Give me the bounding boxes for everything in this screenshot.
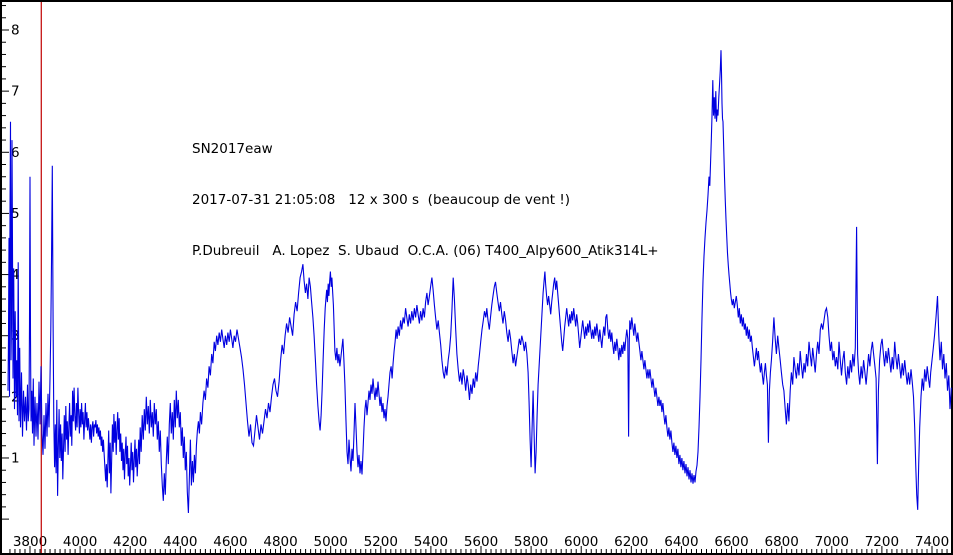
- x-axis-tick-label: 6600: [714, 534, 748, 550]
- y-axis-tick-label: 1: [11, 450, 20, 466]
- annotation-observers-equipment: P.Dubreuil A. Lopez S. Ubaud O.C.A. (06)…: [192, 243, 659, 259]
- x-axis-tick-label: 7200: [865, 534, 899, 550]
- x-axis-tick-label: 7400: [915, 534, 949, 550]
- annotation-target-name: SN2017eaw: [192, 141, 273, 157]
- x-axis-tick-label: 4400: [163, 534, 197, 550]
- y-axis-tick-label: 8: [11, 23, 20, 39]
- y-axis-tick-label: 2: [11, 389, 20, 405]
- x-axis-tick-label: 5200: [364, 534, 398, 550]
- annotation-date-exposure: 2017-07-31 21:05:08 12 x 300 s (beaucoup…: [192, 192, 571, 208]
- annotation-block: SN2017eaw 2017-07-31 21:05:08 12 x 300 s…: [192, 107, 659, 294]
- x-axis-tick-label: 4200: [113, 534, 147, 550]
- x-axis-tick-label: 6800: [764, 534, 798, 550]
- x-axis-tick-label: 4000: [63, 534, 97, 550]
- x-axis-tick-label: 3800: [13, 534, 47, 550]
- x-axis-tick-label: 6000: [564, 534, 598, 550]
- x-axis-tick-label: 4800: [263, 534, 297, 550]
- x-axis-tick-label: 5600: [464, 534, 498, 550]
- x-axis-tick-label: 7000: [815, 534, 849, 550]
- y-axis-tick-label: 7: [11, 84, 20, 100]
- x-axis-tick-label: 6400: [664, 534, 698, 550]
- x-axis-tick-label: 5400: [414, 534, 448, 550]
- x-axis-tick-label: 6200: [614, 534, 648, 550]
- y-axis-tick-label: 4: [11, 267, 20, 283]
- y-axis-tick-label: 6: [11, 145, 20, 161]
- x-axis-tick-label: 4600: [213, 534, 247, 550]
- y-axis-tick-label: 5: [11, 206, 20, 222]
- x-axis-tick-label: 5000: [313, 534, 347, 550]
- spectrum-line: [7, 50, 952, 514]
- x-axis-tick-label: 5800: [514, 534, 548, 550]
